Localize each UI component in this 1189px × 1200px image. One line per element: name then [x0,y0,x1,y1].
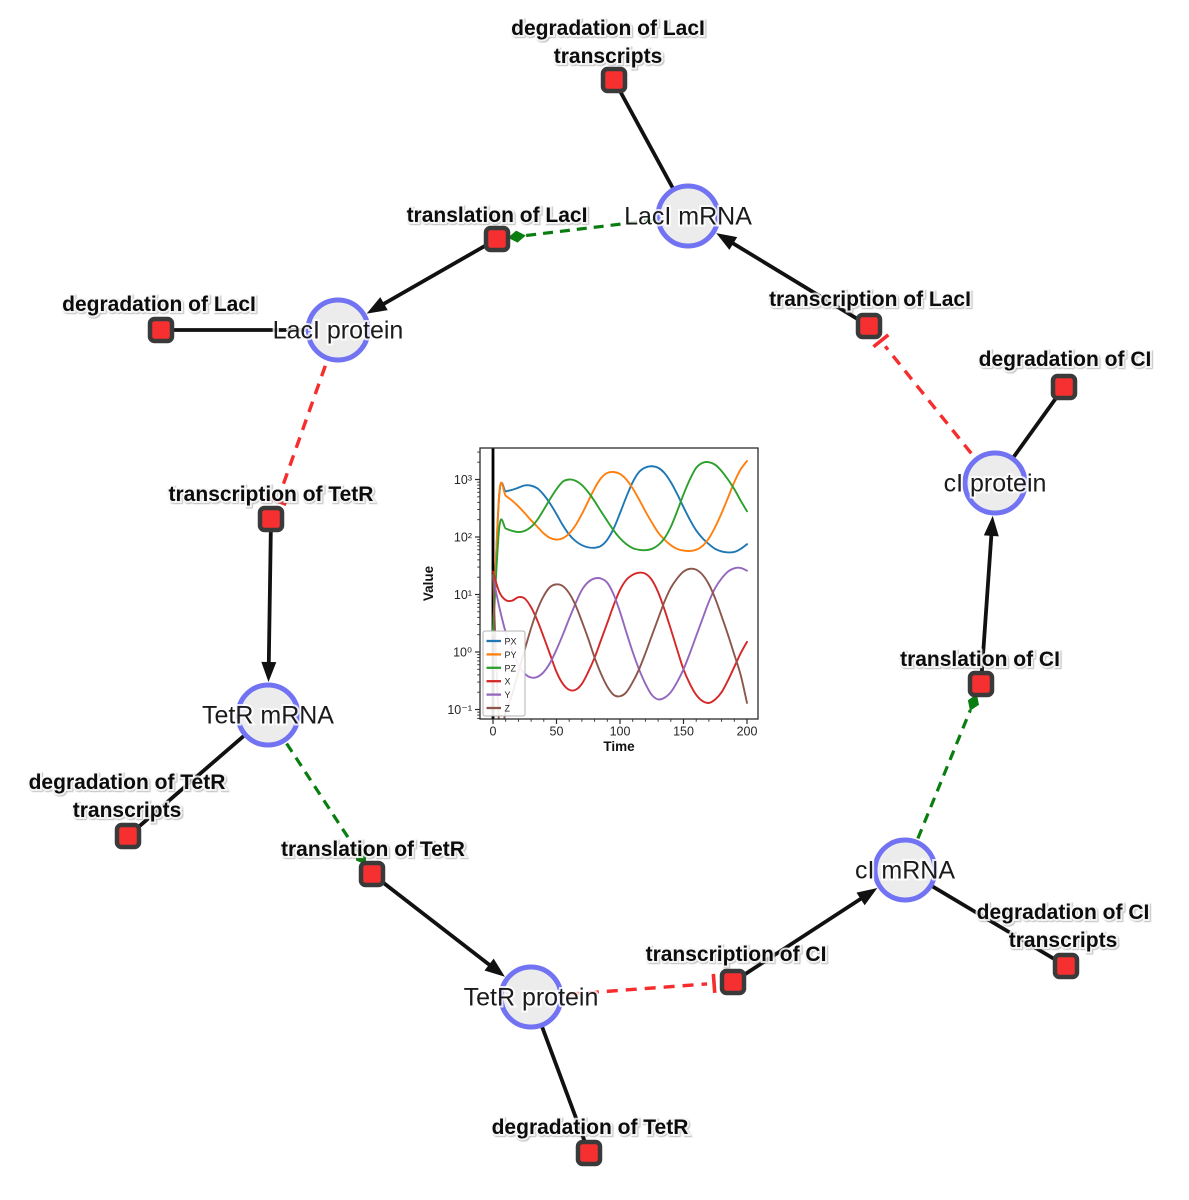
chart-plot-area [491,448,748,719]
legend-label-Y: Y [505,690,511,700]
inhibition-tee [711,973,717,994]
chart-series-PX [492,465,748,636]
species-node-laci-protein [305,297,371,363]
reaction-label-deg-tetr: degradation of TetR [492,1116,689,1139]
inhibition-tee [872,333,890,349]
reaction-label-txn-laci: transcription of LacI [769,288,971,311]
reaction-node-deg-laci [147,316,175,344]
reaction-label-txn-tetr: transcription of TetR [169,483,374,506]
chart-series-PZ [492,461,748,636]
legend-label-PZ: PZ [505,663,517,673]
x-tick-label: 0 [490,725,497,739]
legend-label-PY: PY [505,650,517,660]
reaction-node-deg-ci-tx [1052,952,1080,980]
reaction-node-transl-laci [483,225,511,253]
arrowhead [366,297,388,314]
y-tick-label: 10² [454,531,472,545]
y-tick-label: 10⁻¹ [447,703,472,717]
x-axis-label: Time [603,739,635,754]
y-axis-label: Value [421,565,436,601]
y-tick-label: 10³ [454,473,472,487]
reaction-node-transl-ci [967,670,995,698]
y-tick-label: 10¹ [454,588,472,602]
chart-series-PY [492,460,748,636]
chart-series-Z [492,567,748,719]
legend-label-X: X [505,677,511,687]
reaction-node-txn-laci [855,312,883,340]
arrowhead [983,515,999,537]
reaction-node-deg-ci [1050,373,1078,401]
legend-label-Z: Z [505,704,511,714]
species-node-tetr-mrna [235,682,301,748]
species-label-laci-mrna: LacI mRNA [624,203,752,231]
arrowhead [716,233,738,250]
reaction-label-deg-ci-tx-line2: transcripts [1009,929,1118,952]
edge-txn-ci-ci-mrna [731,892,869,984]
edge-transl-laci-laci-protein [376,237,498,310]
reaction-label-deg-laci: degradation of LacI [62,293,256,316]
reaction-label-deg-laci-tx-line2: transcripts [554,45,663,68]
inset-chart: 0 50 100 150 20010⁻¹10⁰10¹10²10³TimeValuePXP… [421,447,759,754]
reaction-label-transl-ci: translation of CI [900,648,1060,671]
reaction-node-deg-laci-tx [600,66,628,94]
labels-layer: degradation of LacI transcripts translatio… [27,15,1154,1141]
x-tick-label: 150 [673,725,694,739]
x-tick-label: 200 [737,725,758,739]
reaction-node-deg-tetr-tx [114,822,142,850]
x-tick-label: 50 [550,725,564,739]
reaction-node-transl-tetr [358,860,386,888]
reaction-label-transl-tetr: translation of TetR [281,838,465,861]
chart-background [480,448,758,719]
edge-ci-mrna-transl-ci [903,709,972,871]
modifier-diamond [967,694,979,711]
reaction-label-deg-tetr-tx: degradation of TetR [29,771,226,794]
reaction-label-deg-ci-tx: degradation of CI [977,901,1150,924]
reaction-label-deg-tetr-tx-line2: transcripts [73,799,182,822]
edge-transl-tetr-tetr-protein [370,872,497,971]
edge-txn-tetr-tetr-mrna [266,518,273,671]
modifier-diamond [507,230,526,243]
chart-frame [479,447,759,720]
arrowhead [484,958,505,977]
species-label-tetr-mrna: TetR mRNA [202,702,334,730]
edge-transl-ci-ci-protein [979,527,994,685]
species-label-tetr-protein: TetR protein [464,984,599,1012]
reaction-label-transl-laci: translation of LacI [407,204,588,227]
species-node-laci-mrna [655,183,721,249]
reaction-label-deg-laci-tx: degradation of LacI [511,17,705,40]
species-label-ci-mrna: cI mRNA [855,857,955,885]
species-node-ci-mrna [872,837,938,903]
species-node-tetr-protein [498,964,564,1030]
edge-txn-laci-laci-mrna [725,237,870,328]
arrowhead [261,661,277,683]
reaction-node-deg-tetr [575,1139,603,1167]
species-layer [235,183,1028,1030]
chart-series-Y [492,566,748,701]
arrowhead [856,888,878,906]
species-node-ci-protein [962,450,1028,516]
reactions-layer [114,66,1080,1167]
edge-laci-mrna-transl-laci [524,214,689,238]
reaction-node-txn-tetr [257,505,285,533]
inhibition-tee [267,496,287,506]
species-label-ci-protein: cI protein [944,470,1047,498]
legend-label-PX: PX [505,637,517,647]
y-tick-label: 10⁰ [453,646,472,660]
x-tick-label: 100 [610,725,631,739]
species-label-laci-protein: LacI protein [273,317,404,345]
chart-legend: PX PY PZ XYZ [482,630,526,717]
reaction-label-txn-ci: transcription of CI [646,943,827,966]
reaction-node-txn-ci [719,968,747,996]
reaction-label-deg-ci: degradation of CI [979,348,1152,371]
